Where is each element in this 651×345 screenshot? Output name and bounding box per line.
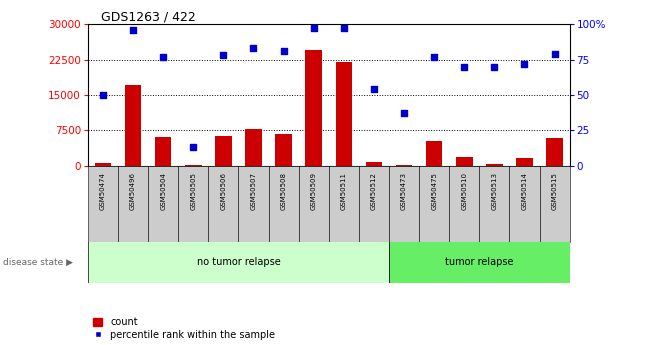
Text: GSM50508: GSM50508 [281, 172, 286, 210]
Text: GSM50496: GSM50496 [130, 172, 136, 210]
FancyBboxPatch shape [118, 166, 148, 242]
Point [188, 145, 199, 150]
Point [248, 46, 258, 51]
Point [158, 54, 169, 59]
Point [279, 48, 289, 54]
FancyBboxPatch shape [510, 166, 540, 242]
Text: disease state ▶: disease state ▶ [3, 258, 74, 267]
Text: GSM50513: GSM50513 [492, 172, 497, 210]
Point [98, 92, 108, 98]
Bar [125, 86, 141, 166]
Point [489, 64, 499, 69]
Point [429, 54, 439, 59]
Text: GSM50512: GSM50512 [371, 172, 377, 209]
FancyBboxPatch shape [389, 166, 419, 242]
Point [459, 64, 469, 69]
Point [339, 26, 349, 31]
Bar [215, 136, 232, 166]
Bar [245, 129, 262, 166]
Text: GSM50504: GSM50504 [160, 172, 166, 209]
Point [549, 51, 560, 57]
FancyBboxPatch shape [88, 241, 389, 283]
FancyBboxPatch shape [359, 166, 389, 242]
FancyBboxPatch shape [449, 166, 479, 242]
Point [218, 52, 229, 58]
Bar [456, 157, 473, 166]
Legend: count, percentile rank within the sample: count, percentile rank within the sample [92, 317, 275, 340]
Point [519, 61, 530, 67]
Text: no tumor relapse: no tumor relapse [197, 257, 281, 267]
FancyBboxPatch shape [419, 166, 449, 242]
Text: tumor relapse: tumor relapse [445, 257, 514, 267]
FancyBboxPatch shape [540, 166, 570, 242]
FancyBboxPatch shape [148, 166, 178, 242]
Text: GSM50505: GSM50505 [190, 172, 196, 209]
Bar [486, 164, 503, 166]
FancyBboxPatch shape [88, 166, 118, 242]
FancyBboxPatch shape [389, 241, 570, 283]
Point [128, 27, 138, 32]
Text: GSM50515: GSM50515 [551, 172, 557, 209]
Text: GSM50510: GSM50510 [462, 172, 467, 210]
FancyBboxPatch shape [238, 166, 269, 242]
Bar [516, 158, 533, 166]
Text: GSM50506: GSM50506 [221, 172, 227, 210]
Text: GDS1263 / 422: GDS1263 / 422 [101, 10, 196, 23]
Text: GSM50509: GSM50509 [311, 172, 316, 210]
Bar [426, 141, 443, 166]
Bar [546, 138, 563, 166]
Bar [335, 62, 352, 166]
FancyBboxPatch shape [208, 166, 238, 242]
FancyBboxPatch shape [299, 166, 329, 242]
Bar [366, 162, 382, 166]
Bar [185, 165, 202, 166]
Bar [396, 165, 412, 166]
Text: GSM50473: GSM50473 [401, 172, 407, 210]
Text: GSM50511: GSM50511 [341, 172, 347, 210]
Point [399, 110, 409, 116]
Bar [94, 163, 111, 166]
Text: GSM50474: GSM50474 [100, 172, 106, 209]
Bar [275, 134, 292, 166]
Point [368, 87, 379, 92]
FancyBboxPatch shape [269, 166, 299, 242]
Text: GSM50514: GSM50514 [521, 172, 527, 209]
FancyBboxPatch shape [479, 166, 510, 242]
Text: GSM50475: GSM50475 [431, 172, 437, 209]
Bar [305, 50, 322, 166]
FancyBboxPatch shape [329, 166, 359, 242]
Bar [155, 137, 171, 166]
Point [309, 26, 319, 31]
FancyBboxPatch shape [178, 166, 208, 242]
Text: GSM50507: GSM50507 [251, 172, 256, 210]
